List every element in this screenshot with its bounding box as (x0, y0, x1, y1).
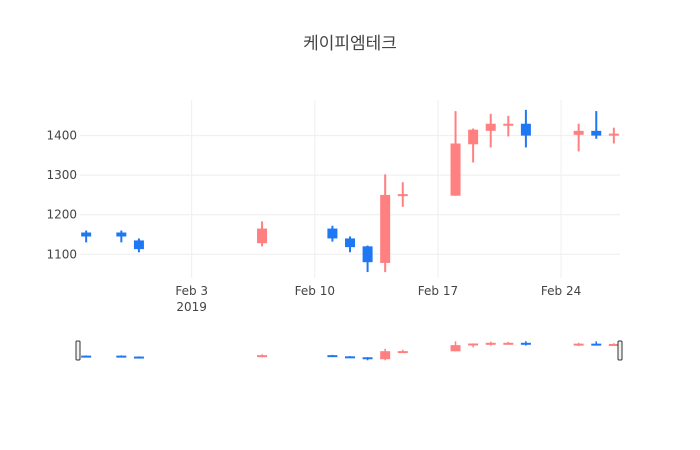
candle-body (485, 123, 496, 131)
candle-layer (81, 109, 619, 273)
candle-increasing (608, 127, 619, 144)
slider-candle-body (327, 355, 338, 358)
y-tick-label: 1300 (46, 168, 77, 182)
candle-increasing (257, 221, 268, 247)
slider-candle (450, 341, 461, 352)
slider-candle-body (345, 356, 355, 359)
chart-title: 케이피엠테크 (303, 34, 397, 54)
candle-increasing (380, 174, 391, 273)
range-slider[interactable] (75, 340, 623, 361)
candle-body (345, 238, 355, 248)
slider-candle-body (257, 355, 268, 358)
candle-decreasing (345, 236, 355, 253)
candle-increasing (503, 115, 514, 137)
slider-candle-body (591, 343, 602, 346)
slider-candle-body (520, 342, 531, 345)
x-tick-sublabel: 2019 (176, 300, 207, 314)
candle-decreasing (362, 245, 373, 273)
slider-candle-body (362, 357, 373, 360)
slider-candle-body (608, 343, 619, 346)
candle-body (257, 228, 268, 244)
slider-candle-body (503, 342, 514, 345)
x-tick-label: Feb 10 (295, 284, 335, 298)
candle-body (503, 123, 514, 126)
slider-candle-body (450, 345, 461, 352)
slider-candle (503, 341, 514, 345)
candle-decreasing (81, 230, 92, 243)
slider-candle (327, 354, 338, 358)
x-tick-label: Feb 17 (418, 284, 458, 298)
slider-candle-body (485, 342, 496, 345)
candle-body (362, 246, 373, 263)
candle-decreasing (133, 238, 144, 253)
candle-decreasing (116, 230, 127, 243)
candle-body (520, 123, 531, 136)
candle-increasing (573, 123, 584, 152)
slider-candle (573, 342, 584, 347)
slider-candle (608, 343, 619, 346)
slider-candle (81, 355, 92, 358)
slider-candle (257, 354, 268, 358)
slider-candle (345, 356, 355, 359)
candle-increasing (485, 113, 496, 148)
slider-candle (520, 341, 531, 346)
slider-candle-body (468, 343, 479, 346)
slider-candle (380, 348, 391, 361)
slider-candle (468, 343, 479, 348)
candle-increasing (468, 128, 479, 163)
candle-body (116, 232, 127, 237)
slider-candle (133, 356, 144, 359)
candle-body (591, 130, 602, 136)
candle-body (608, 133, 619, 136)
candle-decreasing (520, 109, 531, 148)
axis-layer: Feb 3 2019 Feb 10 Feb 17 Feb 24 1100 1200 1300 1… (46, 129, 581, 314)
candle-body (133, 240, 144, 250)
candle-body (327, 228, 338, 239)
candle-body (81, 232, 92, 237)
slider-candle-body (380, 351, 391, 360)
y-tick-label: 1400 (46, 129, 77, 143)
slider-candle-body (81, 355, 92, 358)
grid-layer (80, 100, 620, 278)
slider-candle (362, 357, 373, 361)
candle-body (397, 194, 408, 197)
candle-body (573, 130, 584, 135)
candle-body (380, 194, 391, 263)
x-tick-label: Feb 3 (175, 284, 208, 298)
slider-candle-body (573, 343, 584, 346)
candle-decreasing (327, 225, 338, 242)
slider-candle-body (133, 356, 144, 359)
candle-increasing (450, 111, 461, 196)
y-tick-label: 1100 (46, 247, 77, 261)
x-tick-label: Feb 24 (541, 284, 581, 298)
slider-candle (485, 341, 496, 346)
slider-handle-right[interactable] (617, 340, 623, 361)
slider-candle (397, 349, 408, 354)
candle-increasing (397, 182, 408, 207)
slider-handle-left[interactable] (75, 340, 81, 361)
y-tick-label: 1200 (46, 208, 77, 222)
candle-decreasing (591, 111, 602, 139)
candle-body (468, 129, 479, 145)
candle-body (450, 143, 461, 196)
slider-candle-body (116, 355, 127, 358)
slider-candle (591, 341, 602, 346)
slider-candle (116, 355, 127, 358)
slider-candle-body (397, 351, 408, 354)
